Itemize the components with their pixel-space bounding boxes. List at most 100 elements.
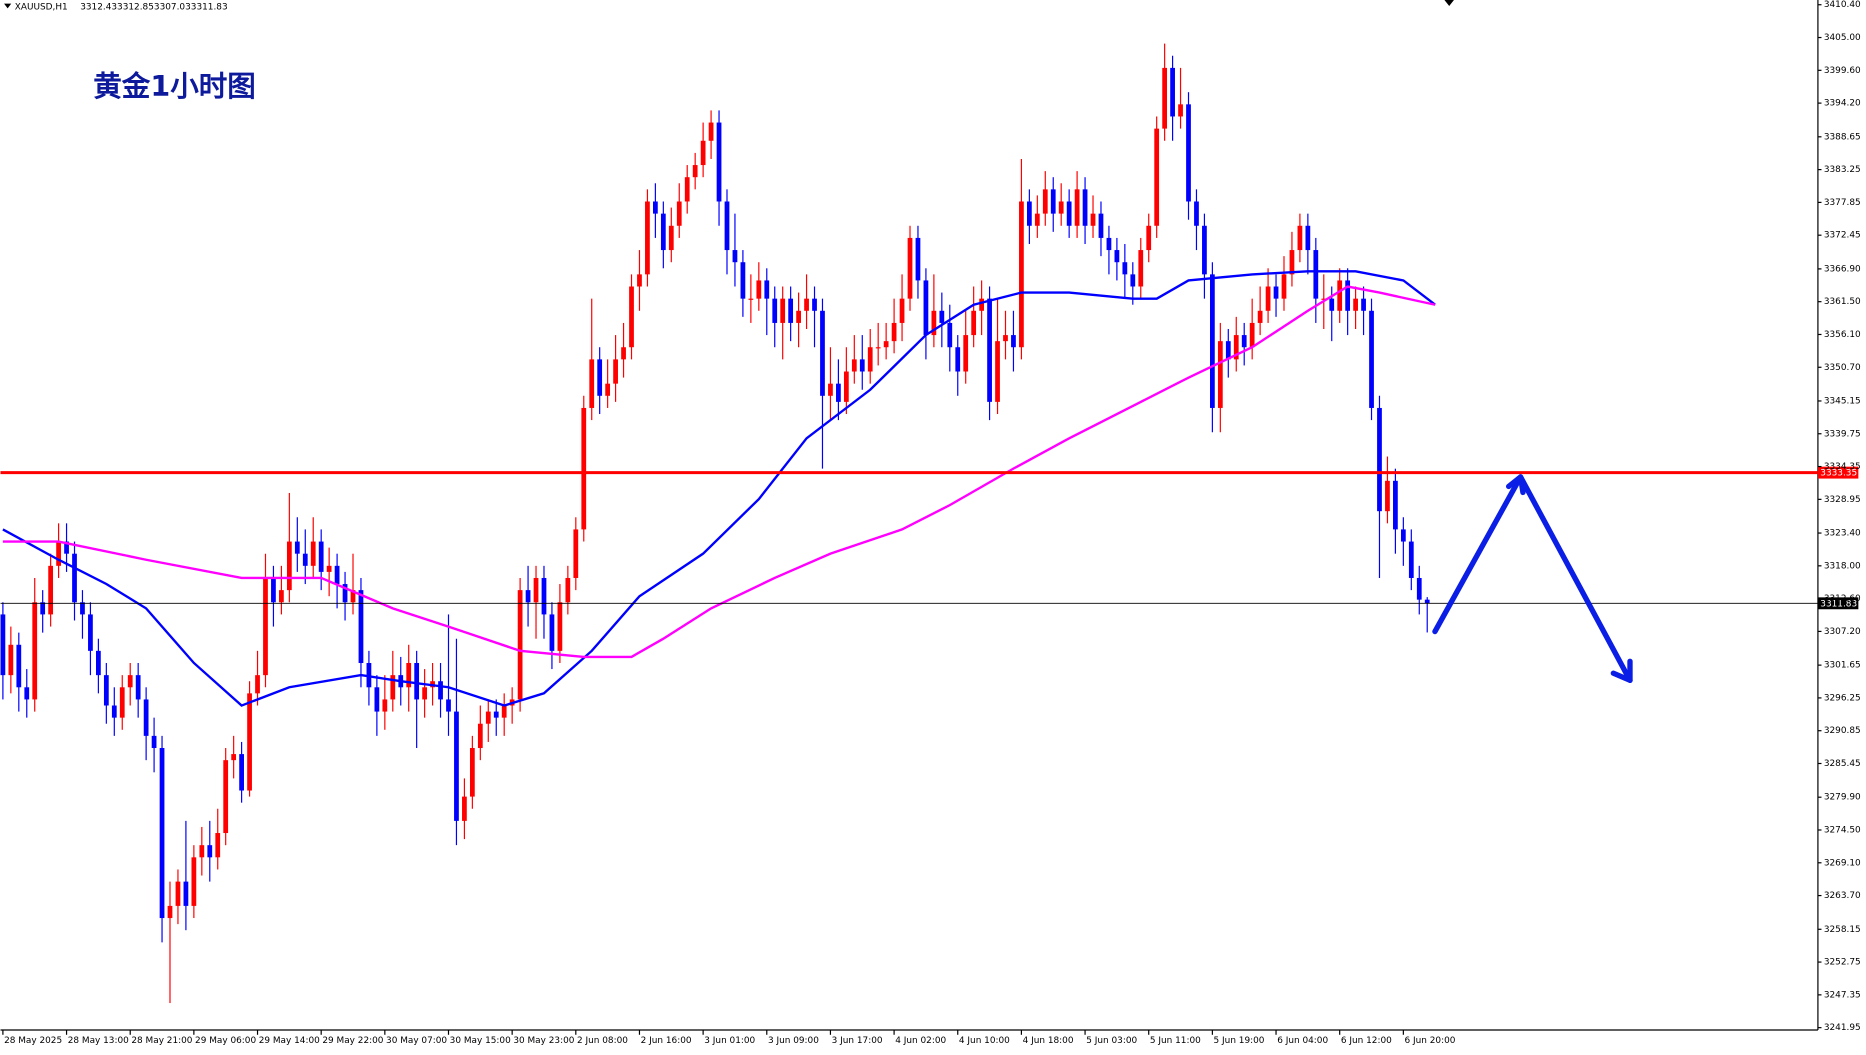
candle-body xyxy=(1416,577,1422,600)
candle-body xyxy=(64,541,69,554)
symbol: XAUUSD,H1 xyxy=(15,3,68,13)
candle-body xyxy=(382,699,388,712)
candle-body xyxy=(16,644,22,688)
candle-body xyxy=(103,675,109,706)
y-tick-label: 3334.35 xyxy=(1824,462,1861,472)
candle-body xyxy=(828,383,833,396)
menu-arrow[interactable] xyxy=(4,3,12,9)
candle-body xyxy=(1265,286,1271,311)
candle-body xyxy=(493,711,499,718)
ohlc-high: 3312.85 xyxy=(117,3,154,13)
y-tick-label: 3296.25 xyxy=(1824,693,1861,703)
candle-body xyxy=(676,201,682,226)
y-tick-label: 3410.40 xyxy=(1824,0,1861,10)
candle-body xyxy=(1011,335,1016,348)
candle-body xyxy=(0,614,6,676)
candle-body xyxy=(111,705,117,718)
candle-body xyxy=(88,614,93,651)
candle-body xyxy=(1034,213,1040,226)
arrow-head xyxy=(1505,474,1526,496)
candle-body xyxy=(302,553,308,566)
y-tick-label: 3328.95 xyxy=(1824,495,1861,505)
candle-body xyxy=(422,687,428,700)
y-tick-label: 3372.45 xyxy=(1824,231,1861,241)
candle-body xyxy=(660,213,666,251)
x-tick-label: 29 May 22:00 xyxy=(322,1036,383,1046)
y-tick-label: 3383.25 xyxy=(1824,165,1861,175)
candle-body xyxy=(875,347,881,349)
candle-body xyxy=(772,298,778,323)
shift-marker xyxy=(1444,0,1454,6)
candle-body xyxy=(143,699,149,736)
candle-body xyxy=(804,298,809,311)
candle-body xyxy=(310,541,316,566)
candle-body xyxy=(1321,298,1327,300)
x-tick-label: 28 May 13:00 xyxy=(68,1036,129,1046)
candle-body xyxy=(1202,225,1207,275)
candle-body xyxy=(350,590,356,603)
ohlc-open: 3312.43 xyxy=(80,3,117,13)
candle-body xyxy=(907,237,913,299)
y-tick-label: 3323.40 xyxy=(1824,529,1861,539)
x-tick-label: 3 Jun 17:00 xyxy=(832,1036,883,1046)
y-tick-label: 3361.50 xyxy=(1824,297,1861,307)
candle-body xyxy=(294,541,300,554)
candle-body xyxy=(756,280,762,299)
candle-body xyxy=(334,565,340,585)
candle-body xyxy=(597,359,603,396)
y-tick-label: 3312.60 xyxy=(1824,594,1861,604)
candle-body xyxy=(732,250,738,263)
y-tick-label: 3394.20 xyxy=(1824,99,1861,109)
candle-body xyxy=(812,298,817,311)
y-tick-label: 3366.90 xyxy=(1824,264,1861,274)
y-tick-label: 3307.20 xyxy=(1824,627,1861,637)
candle-body xyxy=(995,341,1000,402)
candle-body xyxy=(557,602,563,651)
candle-body xyxy=(971,310,977,336)
candle-body xyxy=(899,298,905,323)
candle-body xyxy=(843,371,849,402)
candle-body xyxy=(207,845,213,858)
candle-body xyxy=(406,662,412,688)
candle-body xyxy=(621,347,626,360)
candle-body xyxy=(1058,201,1064,214)
candle-body xyxy=(1138,250,1144,287)
candle-body xyxy=(915,237,921,281)
candle-body xyxy=(167,905,173,919)
candle-body xyxy=(1305,225,1311,251)
candle-body xyxy=(1361,298,1366,311)
candle-body xyxy=(589,359,595,408)
candle-body xyxy=(708,122,714,141)
x-tick-label: 29 May 06:00 xyxy=(195,1036,256,1046)
candle-body xyxy=(963,335,969,372)
candle-body xyxy=(247,693,252,791)
candle-body xyxy=(1090,213,1096,226)
candle-body xyxy=(955,347,961,372)
candle-body xyxy=(1289,250,1295,275)
candle-body xyxy=(1273,286,1279,299)
candle-body xyxy=(1353,298,1358,311)
candle-body xyxy=(501,705,507,718)
candle-body xyxy=(1249,322,1255,348)
candle-body xyxy=(645,201,650,275)
candle-body xyxy=(1209,274,1215,408)
candle-body xyxy=(32,602,38,700)
candle-body xyxy=(127,675,133,688)
candle-body xyxy=(56,541,61,566)
candle-body xyxy=(1217,341,1223,408)
candle-body xyxy=(987,298,992,402)
candle-body xyxy=(780,298,786,323)
candle-body xyxy=(454,711,459,821)
candle-body xyxy=(414,662,420,700)
candle-body xyxy=(1377,407,1382,512)
forecast-arrows xyxy=(1432,474,1633,684)
chart-title: 黄金1小时图 xyxy=(93,70,256,103)
candle-body xyxy=(40,602,46,615)
candle-body xyxy=(1050,189,1056,214)
candle-body xyxy=(716,122,722,202)
candle-body xyxy=(573,529,579,578)
candle-body xyxy=(979,298,985,311)
candle-body xyxy=(342,584,348,603)
